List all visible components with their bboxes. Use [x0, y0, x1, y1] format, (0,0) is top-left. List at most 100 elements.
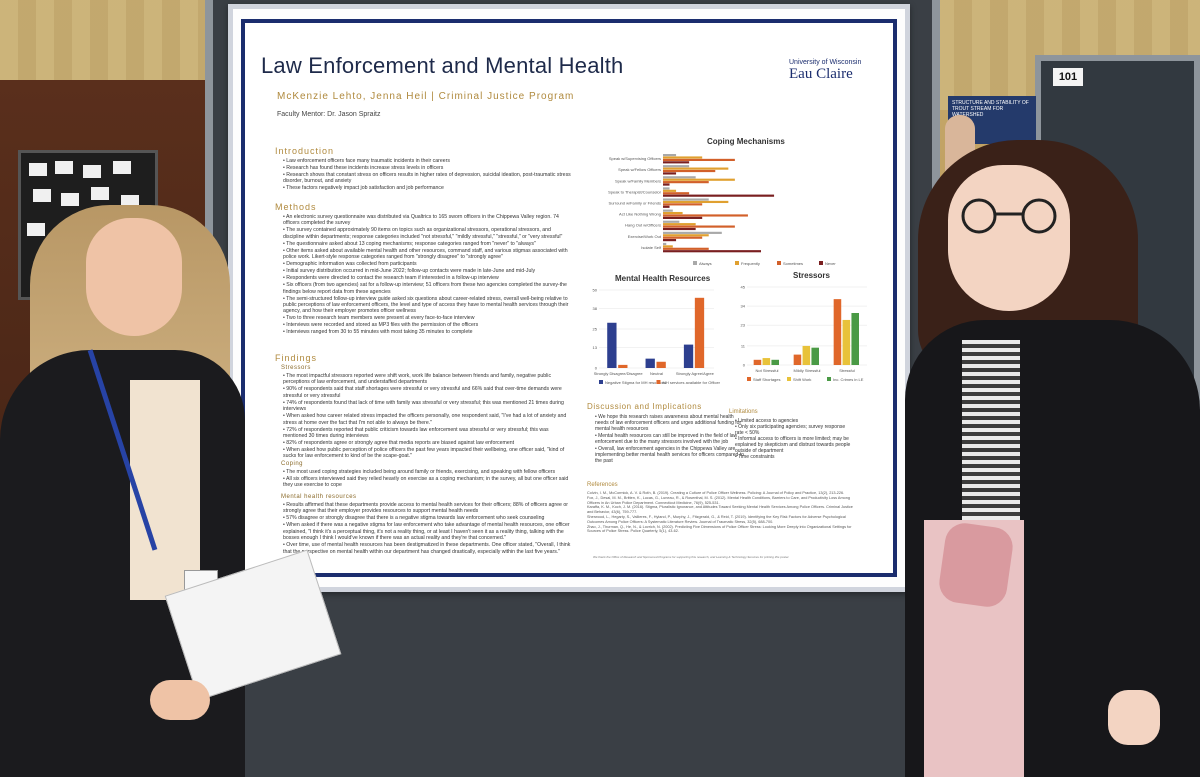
coping-legend-swatch — [693, 261, 697, 265]
intro-item: Law enforcement officers face many traum… — [283, 158, 573, 164]
stressors-bar — [802, 345, 811, 365]
person-left-shirt — [130, 380, 200, 600]
stressors-bar — [851, 313, 859, 365]
person-left-hand — [150, 680, 210, 720]
stressors-category-label: Mildly Stressful — [794, 368, 821, 373]
methods-heading: Methods — [275, 202, 317, 212]
coping-legend-swatch — [735, 261, 739, 265]
intro-item: Research has found these incidents incre… — [283, 165, 573, 171]
stressors-item: 74% of respondents found that lack of ti… — [283, 400, 573, 413]
mh-legend-label: Negative Stigma for MH resources — [605, 380, 666, 385]
poster-title: Law Enforcement and Mental Health — [261, 53, 624, 78]
stressors-item: 82% of respondents agree or strongly agr… — [283, 440, 573, 446]
striped-shirt — [962, 340, 1020, 530]
coping-bar — [663, 192, 690, 195]
stressors-legend-label: Shift Work — [793, 377, 811, 382]
stressors-bar — [833, 299, 842, 365]
methods-item: Interviews ranged from 30 to 55 minutes … — [283, 329, 573, 335]
person-right-face — [948, 165, 1070, 311]
mh-legend-label: MH services available for Officers — [663, 380, 721, 385]
board-number: 101 — [1053, 68, 1083, 86]
stressors-legend-label: Staff Shortages — [753, 377, 781, 382]
stressors-y-tick: 23 — [741, 323, 746, 328]
coping-bar — [663, 245, 673, 248]
mh-category-label: Strongly Disagree/Disagree — [594, 371, 644, 376]
reference-item: Karaffa, K. M., Koch, J. M. (2016). Stig… — [587, 505, 853, 515]
coping-category-label: Speak w/Family Members — [615, 178, 661, 183]
coping-bar — [663, 198, 709, 201]
stressors-item: 72% of respondents reported that public … — [283, 427, 573, 440]
stressors-item: When asked how public perception of poli… — [283, 447, 573, 460]
mh-chart-svg: 0 13 25 38 50 Strongly Disagree/Disagree Neutr… — [593, 288, 721, 386]
coping-chart: Speak w/Supervising Officers Speak w/Fell… — [589, 149, 869, 269]
discussion-list: We hope this research raises awareness a… — [595, 414, 745, 465]
mh-bar — [656, 361, 666, 368]
stressors-bar — [753, 359, 762, 365]
coping-bar — [663, 154, 677, 157]
references-list: Colvin, I. M., McCormick, A. V. & Roth, … — [587, 491, 857, 534]
mh-item: Over time, use of mental health resource… — [283, 542, 573, 555]
coping-bar — [663, 247, 709, 250]
coping-bar — [663, 183, 670, 186]
methods-item: Respondents were directed to contact the… — [283, 275, 573, 281]
stressors-bar — [762, 358, 771, 365]
mh-chart-title: Mental Health Resources — [615, 274, 711, 283]
person-left-blazer — [0, 350, 245, 777]
coping-bar — [663, 225, 735, 228]
methods-list: An electronic survey questionnaire was d… — [283, 214, 573, 336]
coping-bar — [663, 158, 735, 162]
mh-bar — [694, 297, 705, 368]
coping-bar — [663, 189, 677, 192]
methods-item: An electronic survey questionnaire was d… — [283, 214, 573, 227]
stressors-bar — [842, 319, 851, 365]
stressors-category-label: Not Stressful — [756, 368, 779, 373]
discussion-item: Overall, law enforcement agencies in the… — [595, 446, 745, 464]
coping-bar — [663, 178, 735, 181]
research-poster: Law Enforcement and Mental Health McKenz… — [228, 4, 910, 592]
coping-bar — [663, 227, 696, 231]
coping-bar — [663, 239, 677, 242]
reference-item: Sherwood, L., Hegarty, S., Vallieres, F.… — [587, 514, 846, 524]
coping-bar — [663, 211, 683, 215]
mh-y-tick: 25 — [593, 327, 598, 332]
poster-footer: We thank the Office of Research and Spon… — [593, 555, 790, 559]
mh-item: When asked if there was a negative stigm… — [283, 522, 573, 541]
coping-bar — [663, 216, 703, 219]
coping-legend-label: Always — [699, 261, 712, 266]
mh-item: Results affirmed that these departments … — [283, 502, 573, 515]
mh-y-tick: 50 — [593, 288, 598, 293]
person-right-hand — [1108, 690, 1160, 745]
person-left-face — [86, 218, 182, 336]
mh-bar — [607, 322, 617, 368]
coping-category-label: Act Like Nothing Wrong — [619, 212, 661, 217]
methods-item: Other items asked about available mental… — [283, 248, 573, 261]
intro-item: These factors negatively impact job sati… — [283, 185, 573, 191]
coping-bar — [663, 172, 677, 175]
limitations-item: Only six participating agencies; survey … — [735, 424, 855, 436]
logo-line-1: University of Wisconsin — [789, 59, 862, 66]
coping-bar — [663, 161, 690, 164]
mh-category-label: Neutral — [650, 371, 663, 376]
coping-bar — [663, 167, 729, 170]
coping-bar — [663, 156, 703, 159]
mh-chart: 0 13 25 38 50 Strongly Disagree/Disagree Neutr… — [585, 284, 720, 394]
stressors-chart: 0 11 23 34 45 Not Stressful Mildly Stressful St… — [733, 281, 873, 391]
reference-item: Colvin, I. M., McCormick, A. V. & Roth, … — [587, 491, 845, 495]
poster-authors: McKenzie Lehto, Jenna Heil | Criminal Ju… — [277, 91, 575, 102]
mh-category-label: Strongly Agree/Agree — [676, 371, 715, 376]
stressors-chart-svg: 0 11 23 34 45 Not Stressful Mildly Stressful St… — [741, 285, 867, 382]
coping-bar — [663, 187, 670, 190]
coping-bar — [663, 205, 670, 208]
limitations-item: Limited access to agencies — [735, 418, 855, 424]
stressors-category-label: Stressful — [839, 368, 855, 373]
coping-category-label: Speak w/Supervising Officers — [609, 156, 661, 161]
glasses-icon — [961, 198, 1057, 234]
methods-item: Initial survey distribution occurred in … — [283, 268, 573, 274]
mh-bar — [645, 358, 655, 368]
poster-mentor: Faculty Mentor: Dr. Jason Spraitz — [277, 111, 381, 118]
intro-heading: Introduction — [275, 146, 335, 156]
coping-bar — [663, 209, 673, 212]
stressors-y-tick: 45 — [741, 285, 746, 290]
coping-bar — [663, 165, 690, 168]
methods-item: The semi-structured follow-up interview … — [283, 296, 573, 315]
